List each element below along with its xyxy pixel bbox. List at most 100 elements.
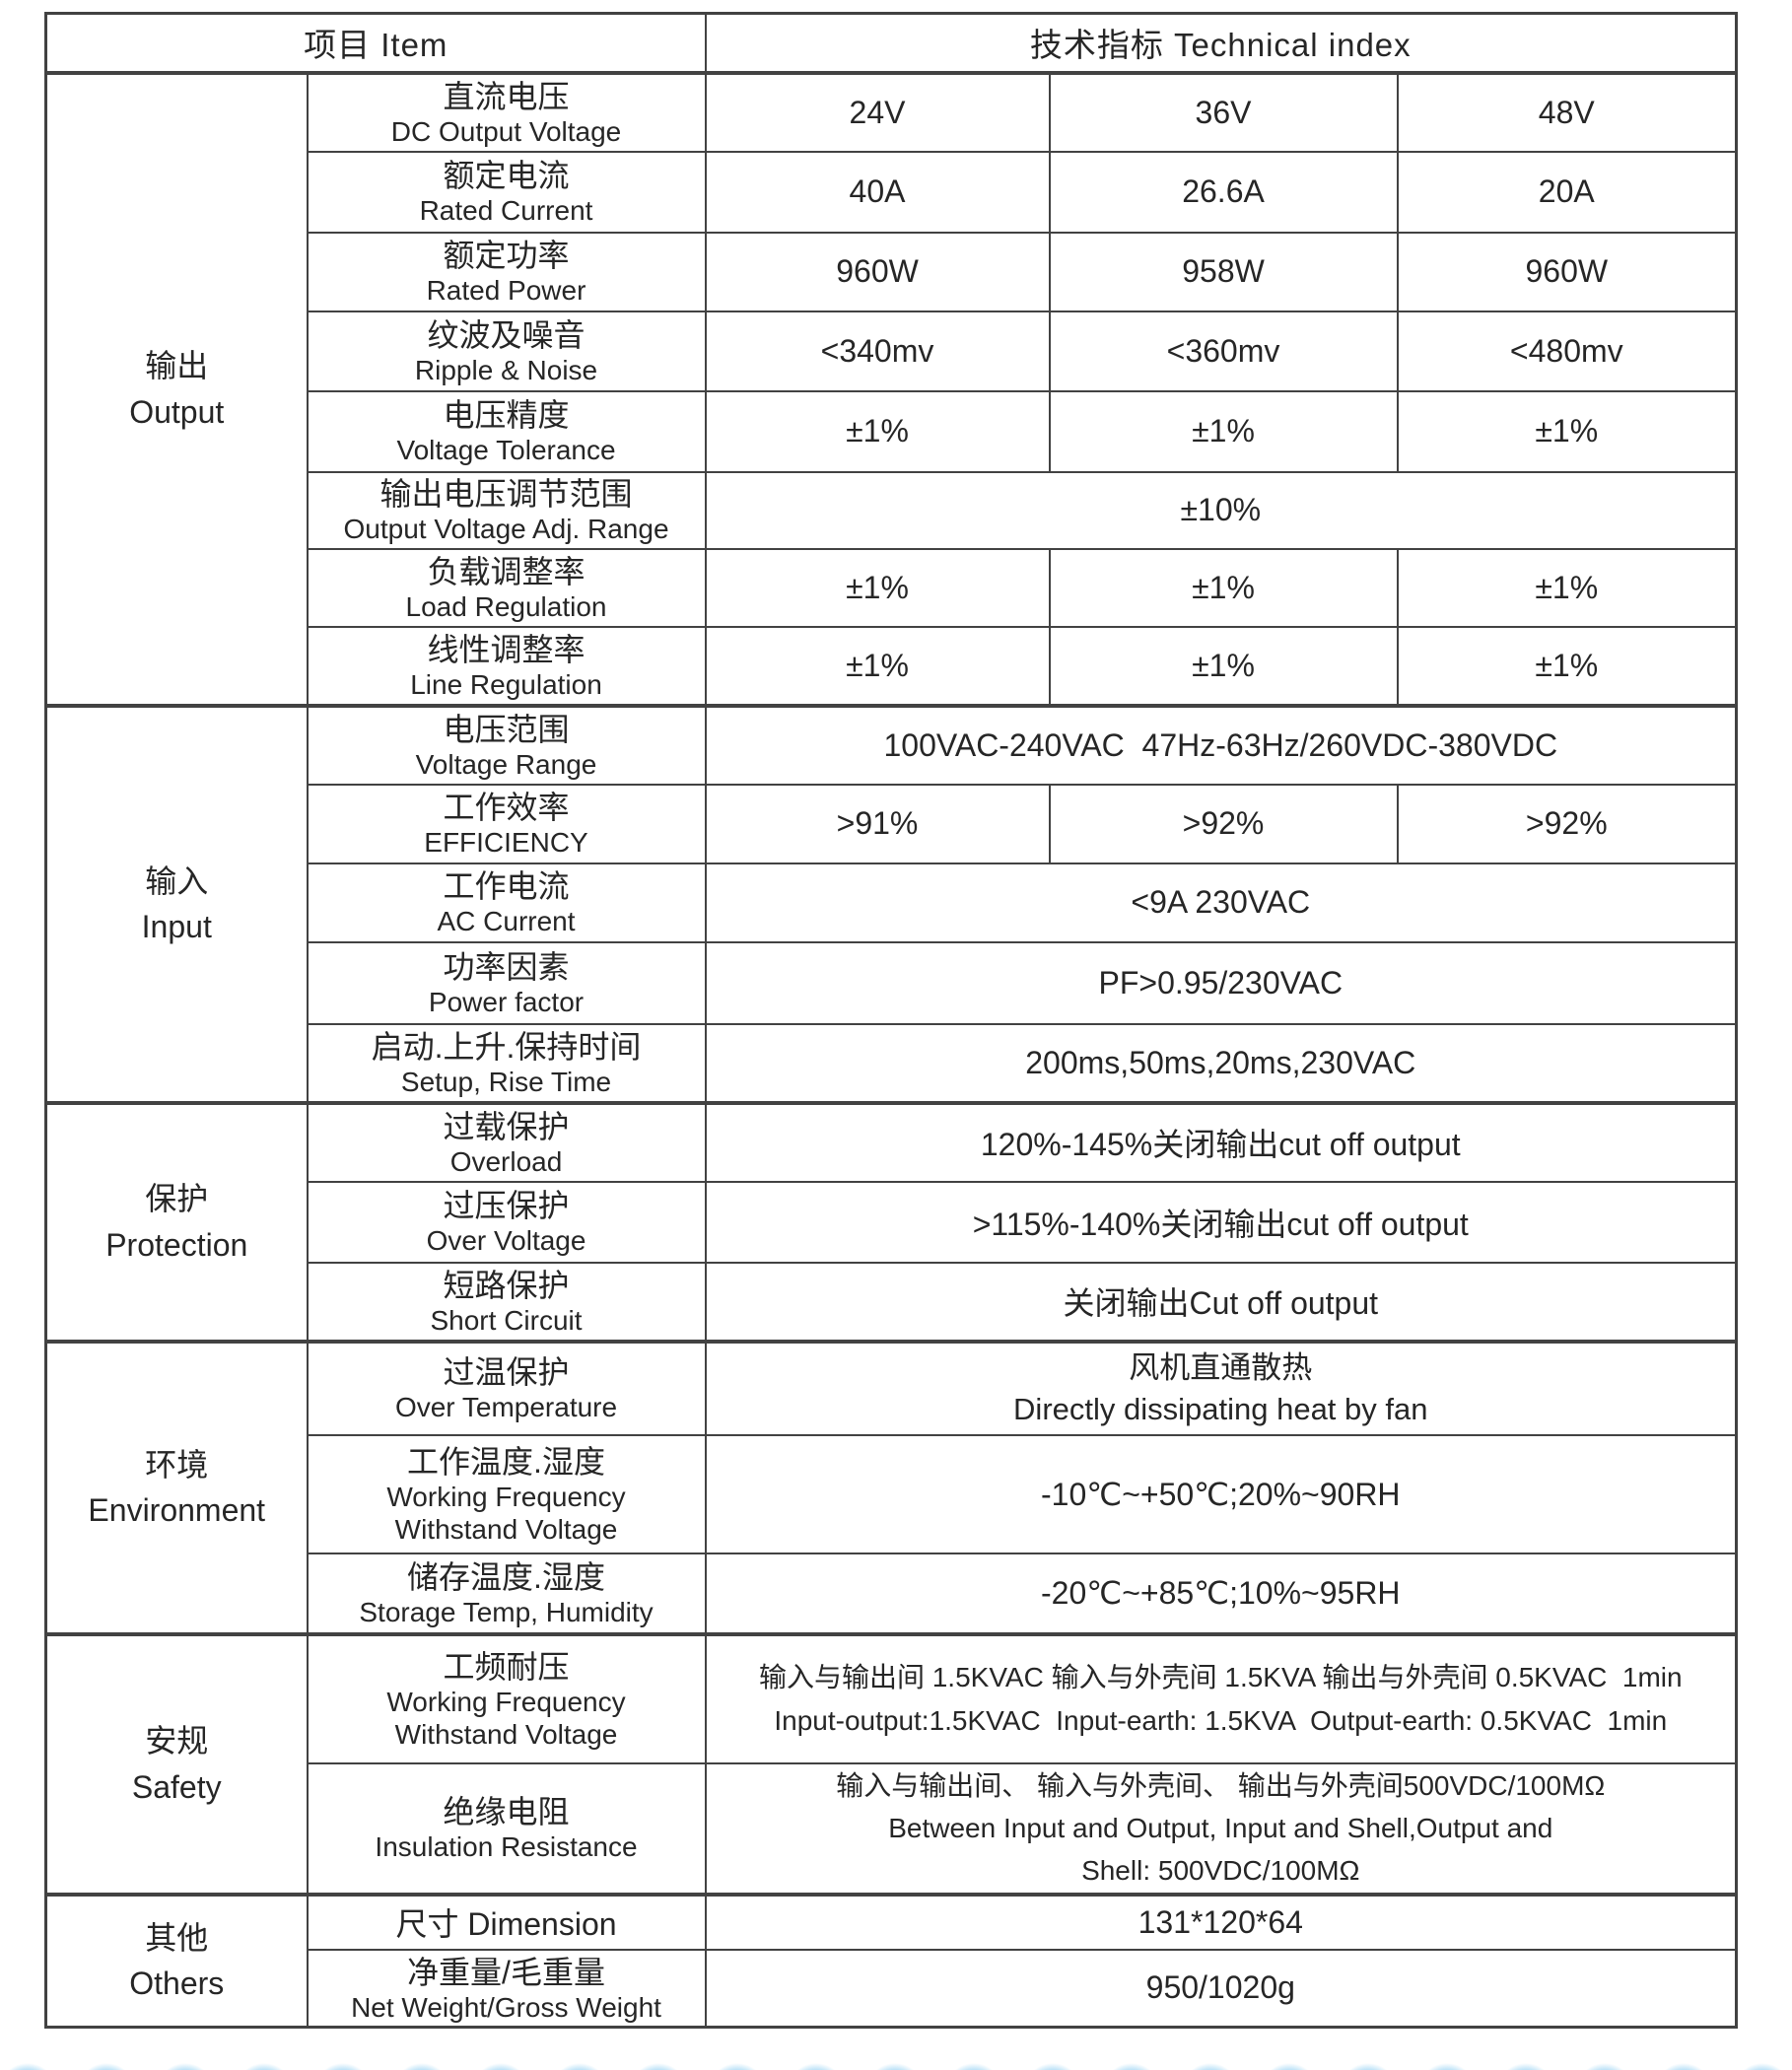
- label-zh: 工作温度.湿度: [407, 1444, 605, 1481]
- cell-short-circuit-value: 关闭输出Cut off output: [704, 1261, 1738, 1343]
- value-line-en2: Shell: 500VDC/100MΩ: [1081, 1855, 1360, 1887]
- table-header-row: 项目 Item 技术指标 Technical index: [44, 12, 1738, 74]
- label-en-line1: Working Frequency: [386, 1687, 626, 1718]
- spec-table: 项目 Item 技术指标 Technical index 输出 Output 直…: [44, 12, 1739, 2030]
- cell-rated-current-48: 20A: [1396, 150, 1738, 234]
- group-label-zh: 安规: [145, 1723, 209, 1760]
- group-output: 输出 Output: [44, 70, 309, 707]
- group-label-zh: 输入: [145, 862, 209, 899]
- cell-voltage-range-value: 100VAC-240VAC 47Hz-63Hz/260VDC-380VDC: [704, 703, 1738, 786]
- row-insulation-resistance: 绝缘电阻 Insulation Resistance 输入与输出间、 输入与外壳…: [46, 1761, 1738, 1896]
- label-ac-current: 工作电流 AC Current: [306, 862, 707, 943]
- label-en: EFFICIENCY: [424, 827, 588, 859]
- value-line-en: Directly dissipating heat by fan: [1013, 1391, 1428, 1426]
- label-storage-temp-humidity: 储存温度.湿度 Storage Temp, Humidity: [306, 1552, 707, 1635]
- label-en-line1: Working Frequency: [386, 1482, 626, 1513]
- cell-line-reg-36: ±1%: [1048, 625, 1399, 707]
- group-label-zh: 保护: [145, 1181, 209, 1217]
- label-dc-output-voltage: 直流电压 DC Output Voltage: [306, 70, 707, 153]
- label-en: Storage Temp, Humidity: [359, 1596, 654, 1627]
- cell-rated-current-24: 40A: [704, 150, 1051, 234]
- cell-load-reg-36: ±1%: [1048, 547, 1399, 628]
- group-label-en: Protection: [105, 1226, 248, 1263]
- row-over-temperature: 环境 Environment 过温保护 Over Temperature 风机直…: [44, 1339, 1738, 1635]
- cell-dc-voltage-48: 48V: [1396, 70, 1738, 153]
- label-en-line2: Withstand Voltage: [394, 1513, 618, 1545]
- label-en: Short Circuit: [430, 1304, 583, 1336]
- group-label-en: Environment: [88, 1492, 266, 1528]
- row-ac-current: 工作电流 AC Current <9A 230VAC: [46, 862, 1738, 943]
- cell-line-reg-24: ±1%: [704, 625, 1051, 707]
- label-en: Rated Current: [419, 195, 593, 227]
- label-efficiency: 工作效率 EFFICIENCY: [306, 783, 707, 864]
- label-en-line2: Withstand Voltage: [394, 1718, 618, 1750]
- row-line-regulation: 线性调整率 Line Regulation ±1% ±1% ±1%: [46, 625, 1738, 707]
- label-zh: 纹波及噪音: [427, 316, 586, 353]
- label-zh: 工频耐压: [443, 1649, 570, 1686]
- cell-withstand-voltage-value: 输入与输出间 1.5KVAC 输入与外壳间 1.5KVA 输出与外壳间 0.5K…: [704, 1631, 1738, 1764]
- row-efficiency: 工作效率 EFFICIENCY >91% >92% >92%: [46, 783, 1738, 864]
- row-withstand-voltage: 安规 Safety 工频耐压 Working Frequency Withsta…: [44, 1631, 1738, 1896]
- cell-efficiency-48: >92%: [1396, 783, 1738, 864]
- label-en: Over Temperature: [394, 1392, 618, 1423]
- cell-efficiency-24: >91%: [704, 783, 1051, 864]
- group-protection: 保护 Protection: [44, 1100, 309, 1343]
- label-withstand-voltage: 工频耐压 Working Frequency Withstand Voltage: [306, 1631, 707, 1764]
- row-adj-range: 输出电压调节范围 Output Voltage Adj. Range ±10%: [46, 470, 1738, 550]
- row-dimension: 其他 Others 尺寸 Dimension 131*120*64: [44, 1892, 1738, 2029]
- label-en: Voltage Tolerance: [396, 435, 616, 466]
- cell-ripple-24: <340mv: [704, 310, 1051, 392]
- cell-tolerance-48: ±1%: [1396, 389, 1738, 473]
- label-zh: 负载调整率: [427, 553, 586, 589]
- label-zh: 绝缘电阻: [443, 1794, 570, 1830]
- label-over-voltage: 过压保护 Over Voltage: [306, 1180, 707, 1264]
- label-zh: 过温保护: [443, 1354, 570, 1391]
- label-over-temperature: 过温保护 Over Temperature: [306, 1339, 707, 1436]
- label-en: Overload: [449, 1145, 563, 1177]
- label-en: Power factor: [428, 986, 585, 1017]
- label-en: Voltage Range: [415, 748, 597, 780]
- row-overload: 保护 Protection 过载保护 Overload 120%-145%关闭输…: [44, 1100, 1738, 1343]
- group-label-zh: 其他: [145, 1920, 209, 1957]
- cell-power-factor-value: PF>0.95/230VAC: [704, 940, 1738, 1025]
- cell-insulation-value: 输入与输出间、 输入与外壳间、 输出与外壳间500VDC/100MΩ Betwe…: [704, 1761, 1738, 1896]
- group-label-zh: 输出: [145, 348, 209, 384]
- cell-adj-range-value: ±10%: [704, 470, 1738, 550]
- label-working-temp-humidity: 工作温度.湿度 Working Frequency Withstand Volt…: [306, 1433, 707, 1554]
- header-item: 项目 Item: [44, 12, 707, 74]
- cell-ripple-36: <360mv: [1048, 310, 1399, 392]
- cell-dimension-value: 131*120*64: [704, 1892, 1738, 1951]
- group-label-en: Input: [141, 909, 212, 944]
- cell-net-weight-value: 950/1020g: [704, 1948, 1738, 2029]
- cell-efficiency-36: >92%: [1048, 783, 1399, 864]
- label-power-factor: 功率因素 Power factor: [306, 940, 707, 1025]
- label-ripple-noise: 纹波及噪音 Ripple & Noise: [306, 310, 707, 392]
- value-line-zh: 输入与输出间 1.5KVAC 输入与外壳间 1.5KVA 输出与外壳间 0.5K…: [758, 1662, 1683, 1693]
- group-label-en: Safety: [131, 1768, 222, 1805]
- cell-rated-power-36: 958W: [1048, 231, 1399, 312]
- group-label-en: Others: [129, 1966, 225, 2002]
- cell-over-voltage-value: >115%-140%关闭输出cut off output: [704, 1180, 1738, 1264]
- group-environment: 环境 Environment: [44, 1339, 309, 1635]
- row-load-regulation: 负载调整率 Load Regulation ±1% ±1% ±1%: [46, 547, 1738, 628]
- label-en: Over Voltage: [426, 1225, 586, 1257]
- label-en: Setup, Rise Time: [400, 1066, 612, 1097]
- value-line-en1: Between Input and Output, Input and Shel…: [888, 1812, 1553, 1843]
- label-zh: 启动.上升.保持时间: [371, 1028, 642, 1065]
- cell-over-temperature-value: 风机直通散热 Directly dissipating heat by fan: [704, 1339, 1738, 1436]
- label-insulation-resistance: 绝缘电阻 Insulation Resistance: [306, 1761, 707, 1896]
- row-power-factor: 功率因素 Power factor PF>0.95/230VAC: [46, 940, 1738, 1025]
- row-over-voltage: 过压保护 Over Voltage >115%-140%关闭输出cut off …: [46, 1180, 1738, 1264]
- label-line-regulation: 线性调整率 Line Regulation: [306, 625, 707, 707]
- value-line-zh: 风机直通散热: [1129, 1349, 1313, 1385]
- label-zh: 直流电压: [443, 78, 570, 114]
- header-technical-index: 技术指标 Technical index: [704, 12, 1738, 74]
- group-input: 输入 Input: [44, 703, 309, 1104]
- label-voltage-range: 电压范围 Voltage Range: [306, 703, 707, 786]
- label-net-weight: 净重量/毛重量 Net Weight/Gross Weight: [306, 1948, 707, 2029]
- label-short-circuit: 短路保护 Short Circuit: [306, 1261, 707, 1343]
- label-adj-range: 输出电压调节范围 Output Voltage Adj. Range: [306, 470, 707, 550]
- cell-ripple-48: <480mv: [1396, 310, 1738, 392]
- cell-ac-current-value: <9A 230VAC: [704, 862, 1738, 943]
- cell-load-reg-24: ±1%: [704, 547, 1051, 628]
